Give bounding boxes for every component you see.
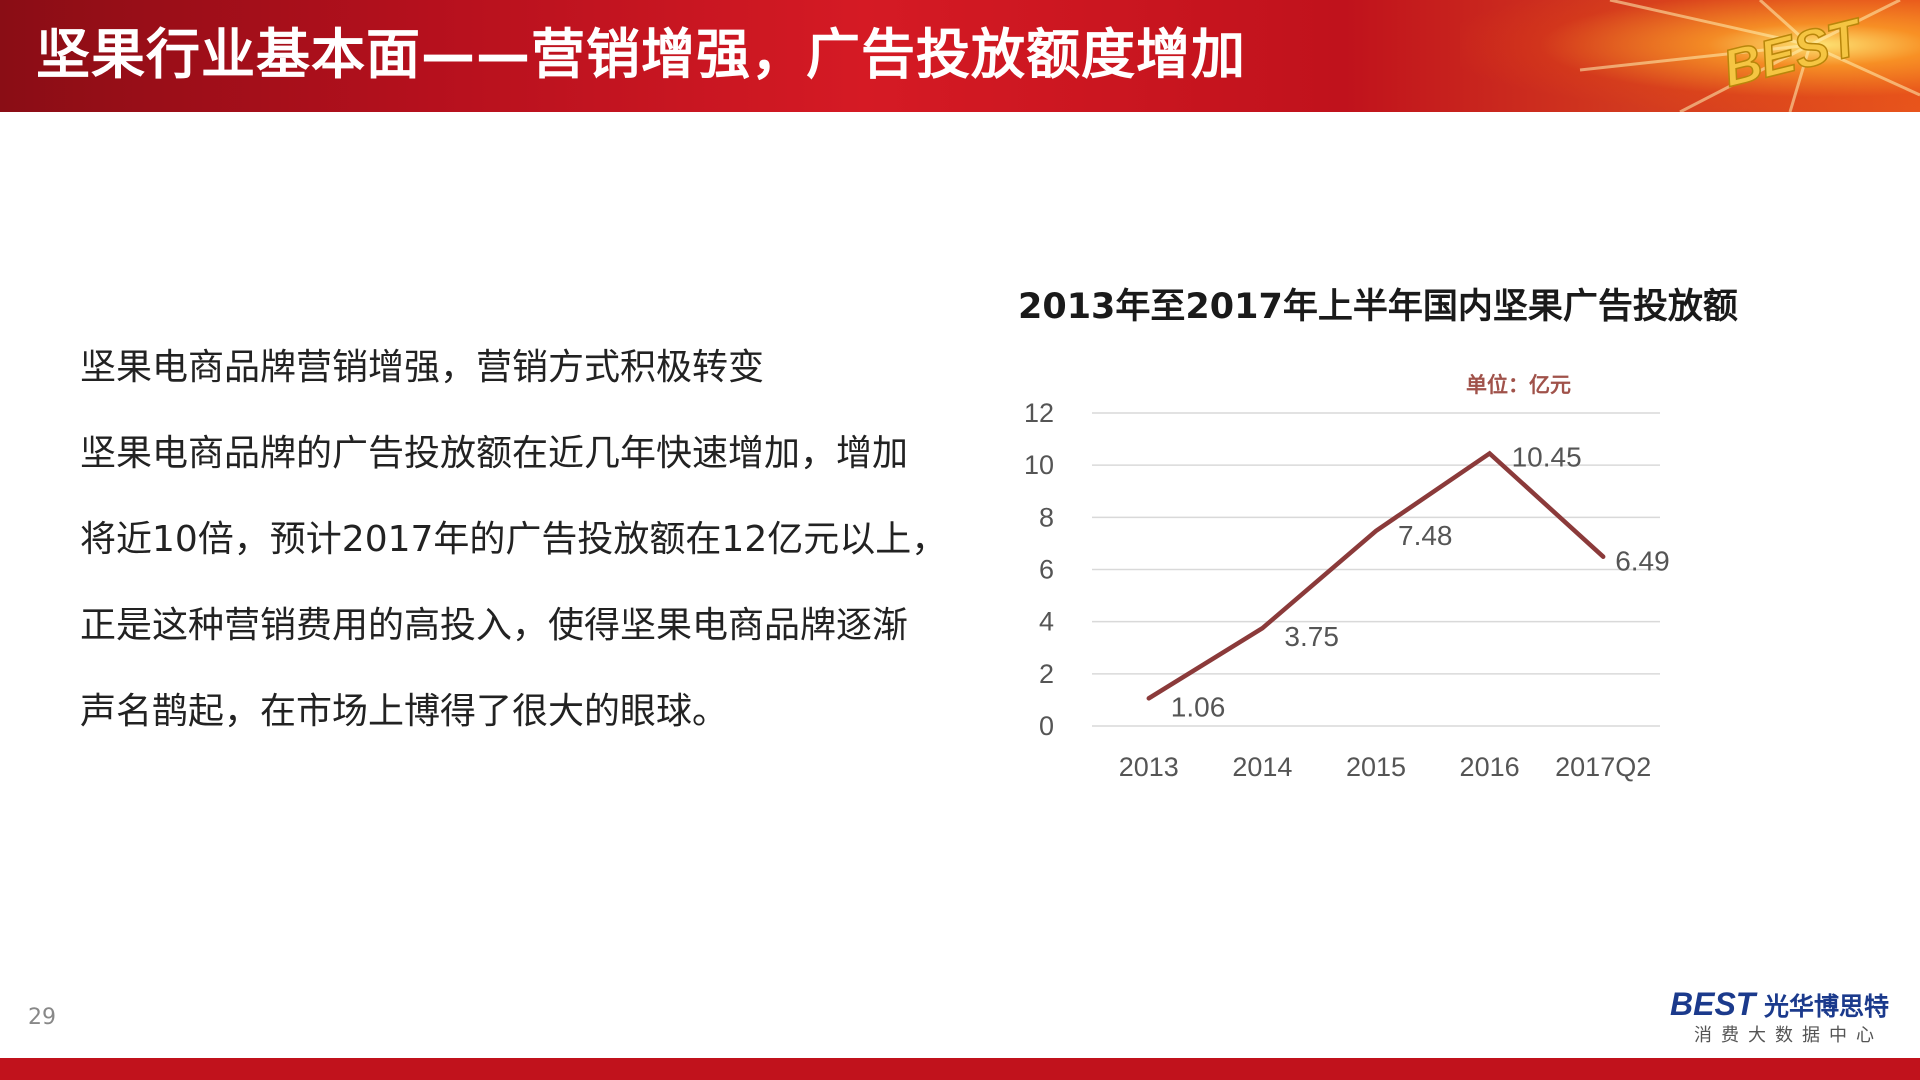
y-tick-label: 8 <box>1039 502 1054 532</box>
slide-title: 坚果行业基本面——营销增强，广告投放额度增加 <box>36 23 1246 86</box>
y-tick-label: 6 <box>1039 555 1054 585</box>
header-light-rays <box>1579 0 1920 112</box>
body-line-2: 坚果电商品牌的广告投放额在近几年快速增加，增加 <box>80 433 909 474</box>
footer-logo-best: BEST <box>1670 986 1758 1022</box>
footer-logo-cn: 光华博思特 <box>1763 992 1889 1021</box>
x-tick-label: 2014 <box>1232 752 1292 782</box>
line-chart: 0 2 4 6 8 10 12 2013 2014 2015 2016 2017Q2 1.06 3.75 7… <box>1024 373 1670 782</box>
y-tick-label: 2 <box>1039 659 1054 689</box>
body-line-3: 将近10倍，预计2017年的广告投放额在12亿元以上， <box>80 519 948 560</box>
data-label: 6.49 <box>1615 546 1670 577</box>
x-tick-label: 2017Q2 <box>1555 752 1651 782</box>
best-logo: BEST <box>1717 10 1871 90</box>
y-tick-label: 0 <box>1039 711 1054 741</box>
body-text: 坚果电商品牌营销增强，营销方式积极转变 坚果电商品牌的广告投放额在近几年快速增加… <box>80 325 948 755</box>
page-number: 29 <box>28 1005 56 1030</box>
y-tick-label: 12 <box>1024 398 1054 428</box>
y-tick-label: 4 <box>1039 607 1054 637</box>
body-line-1: 坚果电商品牌营销增强，营销方式积极转变 <box>80 347 765 388</box>
data-label: 3.75 <box>1284 621 1339 652</box>
series-line <box>1146 450 1606 701</box>
x-tick-label: 2013 <box>1119 752 1179 782</box>
y-tick-label: 10 <box>1024 450 1054 480</box>
unit-label: 单位：亿元 <box>1466 373 1571 397</box>
data-label: 1.06 <box>1171 691 1226 722</box>
footer-logo: BEST 光华博思特 消费大数据中心 <box>1670 986 1889 1045</box>
slide-header: 坚果行业基本面——营销增强，广告投放额度增加 BEST <box>0 0 1920 112</box>
x-tick-label: 2016 <box>1460 752 1520 782</box>
footer-logo-sub: 消费大数据中心 <box>1694 1025 1883 1045</box>
data-label: 7.48 <box>1398 520 1453 551</box>
data-label: 10.45 <box>1512 441 1582 472</box>
x-tick-label: 2015 <box>1346 752 1406 782</box>
body-line-5: 声名鹊起，在市场上博得了很大的眼球。 <box>80 691 729 732</box>
footer-bar <box>0 1058 1920 1080</box>
chart-title: 2013年至2017年上半年国内坚果广告投放额 <box>1018 287 1738 327</box>
logo-text: BEST <box>1718 10 1871 90</box>
body-line-4: 正是这种营销费用的高投入，使得坚果电商品牌逐渐 <box>80 605 909 646</box>
